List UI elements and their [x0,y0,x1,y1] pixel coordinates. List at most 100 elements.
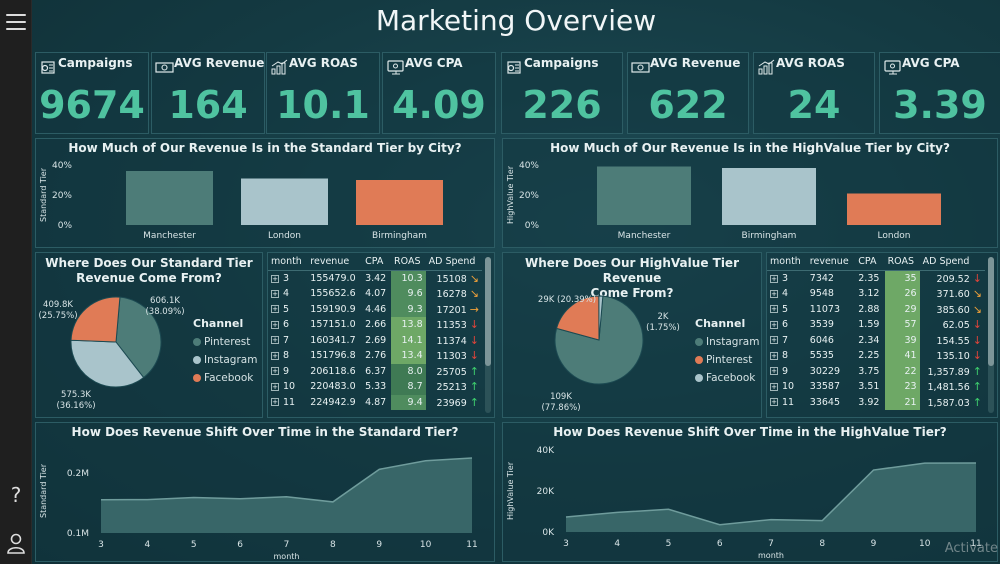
expand-icon[interactable]: + [770,336,778,345]
month-value: 8 [782,350,789,362]
table-row[interactable]: +10 33587 3.51 23 1,481.56 ↑ [767,379,985,395]
highvalue-pie-legend: Channel Instagram Pinterest Facebook [695,317,759,384]
expand-icon[interactable]: + [770,367,778,376]
kpi-card-campaigns: Campaigns 9674 [35,52,149,134]
y-tick-label: 0K [542,528,555,538]
table-scrollbar[interactable] [988,257,994,413]
table-row[interactable]: +9 206118.6 6.37 8.0 25705 ↑ [268,363,482,379]
expand-icon[interactable]: + [271,320,279,329]
cpa-cell: 1.59 [858,319,880,331]
trend-arrow-icon: ↘ [972,287,982,301]
table-row[interactable]: +3 7342 2.35 35 209.52 ↓ [767,270,985,286]
legend-item[interactable]: Pinterest [695,354,759,366]
pie-data-label: (25.75%) [38,311,77,321]
highvalue-area-chart: 3 4 5 6 7 8 9 10 11 40K 20K 0K month HighValue Tier [506,446,982,560]
y-axis-title: Standard Tier [39,463,48,518]
table-row[interactable]: +7 160341.7 2.69 14.1 11374 ↓ [268,332,482,348]
table-row[interactable]: +11 224942.9 4.87 9.4 23969 ↑ [268,394,482,411]
legend-item[interactable]: Pinterest [193,336,257,348]
pie-title-line: Come From? [590,286,674,300]
roas-cell: 9.3 [391,301,426,317]
help-icon[interactable]: ? [10,483,22,507]
table-row[interactable]: +4 9548 3.12 26 371.60 ↘ [767,286,985,302]
table-scrollbar[interactable] [485,257,491,413]
ad-spend-cell: 11353 ↓ [426,317,482,333]
expand-icon[interactable]: + [770,274,778,283]
table-row[interactable]: +3 155479.0 3.42 10.3 15108 ↘ [268,270,482,286]
expand-icon[interactable]: + [770,320,778,329]
expand-icon[interactable]: + [271,367,279,376]
highvalue-area-chart-title: How Does Revenue Shift Over Time in the … [553,425,947,439]
menu-icon[interactable] [6,14,26,30]
column-header[interactable]: ROAS [884,253,920,271]
expand-icon[interactable]: + [770,351,778,360]
table-row[interactable]: +6 3539 1.59 57 62.05 ↓ [767,317,985,333]
table-row[interactable]: +5 11073 2.88 29 385.60 ↘ [767,301,985,317]
expand-icon[interactable]: + [271,398,279,407]
cpa-cell: 3.75 [858,365,880,377]
trend-arrow-icon: ↑ [469,380,479,394]
column-header[interactable]: month [767,253,807,271]
expand-icon[interactable]: + [271,382,279,391]
expand-icon[interactable]: + [271,305,279,314]
table-row[interactable]: +5 159190.9 4.46 9.3 17201 → [268,301,482,317]
expand-icon[interactable]: + [770,382,778,391]
x-axis-title: month [758,551,784,560]
trend-arrow-icon: → [469,302,479,316]
highvalue-table-panel: month revenue CPA ROAS AD Spend +3 7342 2.35 35 2… [766,252,998,418]
table-row[interactable]: +6 157151.0 2.66 13.8 11353 ↓ [268,317,482,333]
column-header[interactable]: CPA [362,253,392,271]
ad-spend-cell: 23969 ↑ [426,395,482,411]
ad-spend-cell: 62.05 ↓ [920,317,985,333]
standard-pie-legend: Channel Pinterest Instagram Facebook [193,317,257,384]
x-axis-title: month [274,552,300,561]
column-header[interactable]: AD Spend [919,253,985,271]
expand-icon[interactable]: + [770,398,778,407]
column-header[interactable]: revenue [307,253,363,271]
table-header-row: month revenue CPA ROAS AD Spend [268,253,482,271]
table-row[interactable]: +10 220483.0 5.33 8.7 25213 ↑ [268,379,482,395]
user-icon[interactable] [5,532,27,554]
month-cell: +10 [268,379,307,395]
revenue-cell: 155652.6 [310,288,356,300]
legend-item[interactable]: Instagram [695,336,759,348]
scrollbar-thumb[interactable] [485,257,491,367]
expand-icon[interactable]: + [271,351,279,360]
y-tick-label: 40% [519,161,539,171]
expand-icon[interactable]: + [271,336,279,345]
table-row[interactable]: +8 5535 2.25 41 135.10 ↓ [767,348,985,364]
area-fill [101,458,472,533]
cpa-cell: 5.33 [365,381,387,393]
table-row[interactable]: +4 155652.6 4.07 9.6 16278 ↘ [268,286,482,302]
roas-cell: 8.0 [391,363,426,379]
table-row[interactable]: +9 30229 3.75 22 1,357.89 ↑ [767,363,985,380]
table-row[interactable]: +7 6046 2.34 39 154.55 ↓ [767,332,985,348]
cpa-cell: 3.12 [858,288,880,300]
kpi-card-avg-roas: AVG ROAS 24 [753,52,875,134]
column-header[interactable]: month [268,253,308,271]
expand-icon[interactable]: + [271,289,279,298]
standard-area-chart-title: How Does Revenue Shift Over Time in the … [71,425,459,439]
column-header[interactable]: ROAS [391,253,426,271]
y-tick-label: 20% [52,191,72,201]
ad-spend-value: 11303 [436,351,467,363]
table-row[interactable]: +8 151796.8 2.76 13.4 11303 ↓ [268,348,482,364]
column-header[interactable]: AD Spend [425,253,482,271]
pie-data-label: 2K [658,312,669,322]
pie-data-label: (36.16%) [56,401,95,411]
kpi-value: 9674 [39,83,145,127]
table-row[interactable]: +11 33645 3.92 21 1,587.03 ↑ [767,394,985,410]
column-header[interactable]: revenue [806,253,856,271]
x-tick-label: London [268,231,301,241]
month-cell: +9 [767,364,807,380]
column-header[interactable]: CPA [855,253,885,271]
expand-icon[interactable]: + [770,305,778,314]
expand-icon[interactable]: + [271,274,279,283]
cpa-cell: 2.76 [365,350,387,362]
legend-item[interactable]: Facebook [193,372,257,384]
legend-item[interactable]: Instagram [193,354,257,366]
expand-icon[interactable]: + [770,289,778,298]
scrollbar-thumb[interactable] [988,257,994,367]
legend-item[interactable]: Facebook [695,372,759,384]
roas-cell: 41 [884,348,920,364]
